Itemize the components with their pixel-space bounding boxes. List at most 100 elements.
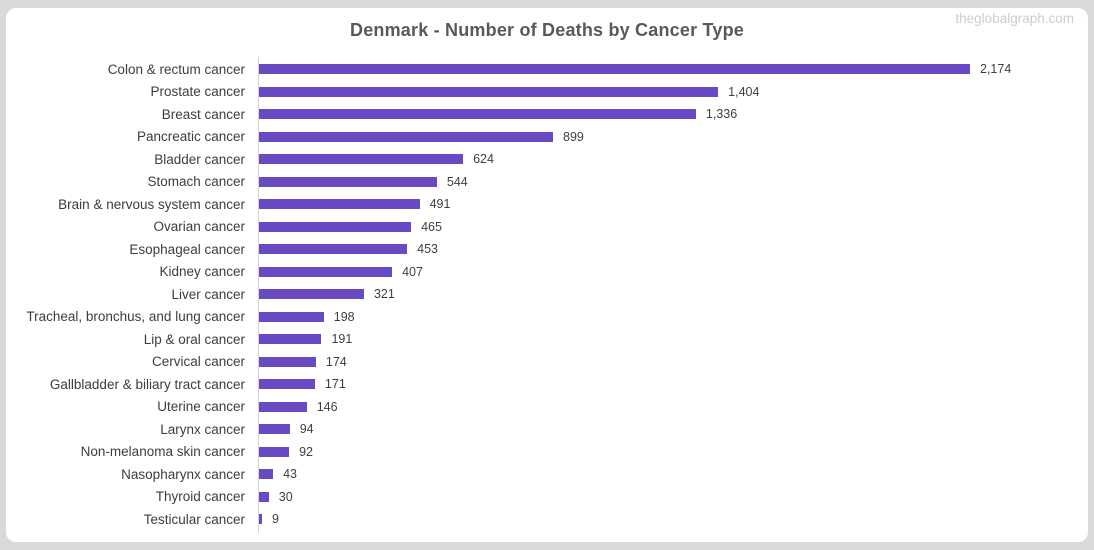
value-label: 321 <box>373 287 395 302</box>
category-label: Lip & oral cancer <box>143 331 245 347</box>
chart-row: Esophageal cancer 453 <box>6 238 1088 261</box>
category-label: Testicular cancer <box>143 511 245 527</box>
category-label: Esophageal cancer <box>129 241 245 257</box>
bar-track: 491 <box>259 197 1088 211</box>
bar-track: 191 <box>259 332 1088 346</box>
chart-row: Pancreatic cancer 899 <box>6 126 1088 149</box>
bar <box>259 334 322 345</box>
category-label: Gallbladder & biliary tract cancer <box>49 376 245 392</box>
category-label: Uterine cancer <box>157 399 245 415</box>
bar <box>259 289 364 300</box>
bar <box>259 469 274 480</box>
category-label: Prostate cancer <box>150 84 245 100</box>
bar-track: 1,336 <box>259 107 1088 121</box>
chart-row: Ovarian cancer 465 <box>6 216 1088 239</box>
category-label: Liver cancer <box>171 286 245 302</box>
category-label: Stomach cancer <box>147 174 245 190</box>
bar-track: 94 <box>259 422 1088 436</box>
bar-track: 30 <box>259 490 1088 504</box>
bar <box>259 491 269 502</box>
bar-track: 2,174 <box>259 62 1088 76</box>
category-label: Nasopharynx cancer <box>121 466 245 482</box>
value-label: 1,404 <box>728 84 760 99</box>
value-label: 2,174 <box>980 62 1012 77</box>
chart-row: Brain & nervous system cancer 491 <box>6 193 1088 216</box>
bar <box>259 379 315 390</box>
value-label: 453 <box>417 242 438 257</box>
bar-track: 321 <box>259 287 1088 301</box>
category-label: Cervical cancer <box>151 354 245 370</box>
chart-row: Kidney cancer 407 <box>6 261 1088 284</box>
category-label: Ovarian cancer <box>153 219 245 235</box>
chart-row: Larynx cancer 94 <box>6 418 1088 441</box>
bar <box>259 311 324 322</box>
chart-row: Lip & oral cancer 191 <box>6 328 1088 351</box>
chart-row: Cervical cancer 174 <box>6 351 1088 374</box>
bar <box>259 401 307 412</box>
bar <box>259 131 553 142</box>
bar-track: 171 <box>259 377 1088 391</box>
chart-row: Liver cancer 321 <box>6 283 1088 306</box>
bar-track: 146 <box>259 400 1088 414</box>
value-label: 174 <box>325 354 347 369</box>
category-label: Thyroid cancer <box>155 489 245 505</box>
value-label: 198 <box>333 309 355 324</box>
bar-track: 92 <box>259 445 1088 459</box>
chart-card: Denmark - Number of Deaths by Cancer Typ… <box>6 8 1088 542</box>
chart-row: Thyroid cancer 30 <box>6 486 1088 509</box>
bar <box>259 199 420 210</box>
value-label: 43 <box>283 467 297 482</box>
category-label: Colon & rectum cancer <box>107 61 245 77</box>
y-axis-line <box>258 57 259 533</box>
bar-track: 1,404 <box>259 85 1088 99</box>
category-label: Non-melanoma skin cancer <box>80 444 245 460</box>
bar-track: 174 <box>259 355 1088 369</box>
bar <box>259 109 696 120</box>
category-label: Bladder cancer <box>154 151 245 167</box>
value-label: 544 <box>446 174 468 189</box>
bar <box>259 266 393 277</box>
chart-row: Gallbladder & biliary tract cancer 171 <box>6 373 1088 396</box>
bar-track: 9 <box>259 512 1088 526</box>
chart-title: Denmark - Number of Deaths by Cancer Typ… <box>350 20 744 40</box>
chart-row: Non-melanoma skin cancer 92 <box>6 441 1088 464</box>
value-label: 94 <box>299 422 314 437</box>
category-label: Tracheal, bronchus, and lung cancer <box>26 309 245 325</box>
bar-track: 899 <box>259 130 1088 144</box>
bar-track: 43 <box>259 467 1088 481</box>
bar <box>259 86 719 97</box>
category-label: Larynx cancer <box>160 421 245 437</box>
bar-track: 544 <box>259 175 1088 189</box>
category-label: Pancreatic cancer <box>136 129 245 145</box>
bar <box>259 64 970 75</box>
bar <box>259 154 464 165</box>
bar <box>259 514 262 525</box>
bar-track: 453 <box>259 242 1088 256</box>
chart-row: Tracheal, bronchus, and lung cancer 198 <box>6 306 1088 329</box>
value-label: 146 <box>316 399 338 414</box>
category-label: Kidney cancer <box>159 264 245 280</box>
value-label: 624 <box>473 152 494 167</box>
category-label: Breast cancer <box>161 106 245 122</box>
bar-track: 465 <box>259 220 1088 234</box>
value-label: 491 <box>429 197 451 212</box>
chart-row: Testicular cancer 9 <box>6 508 1088 531</box>
chart-row: Nasopharynx cancer 43 <box>6 463 1088 486</box>
chart-rows: Colon & rectum cancer 2,174 Prostate cance… <box>6 58 1088 531</box>
bar-track: 407 <box>259 265 1088 279</box>
value-label: 92 <box>299 444 313 459</box>
bar <box>259 356 316 367</box>
chart-row: Uterine cancer 146 <box>6 396 1088 419</box>
bar <box>259 424 290 435</box>
value-label: 1,336 <box>705 107 738 122</box>
value-label: 30 <box>278 489 293 504</box>
bar <box>259 221 412 232</box>
value-label: 407 <box>402 264 423 279</box>
chart-row: Stomach cancer 544 <box>6 171 1088 194</box>
bar <box>259 446 290 457</box>
chart-row: Prostate cancer 1,404 <box>6 81 1088 104</box>
bar <box>259 176 437 187</box>
value-label: 9 <box>271 512 279 527</box>
bar-track: 198 <box>259 310 1088 324</box>
value-label: 171 <box>324 377 346 392</box>
